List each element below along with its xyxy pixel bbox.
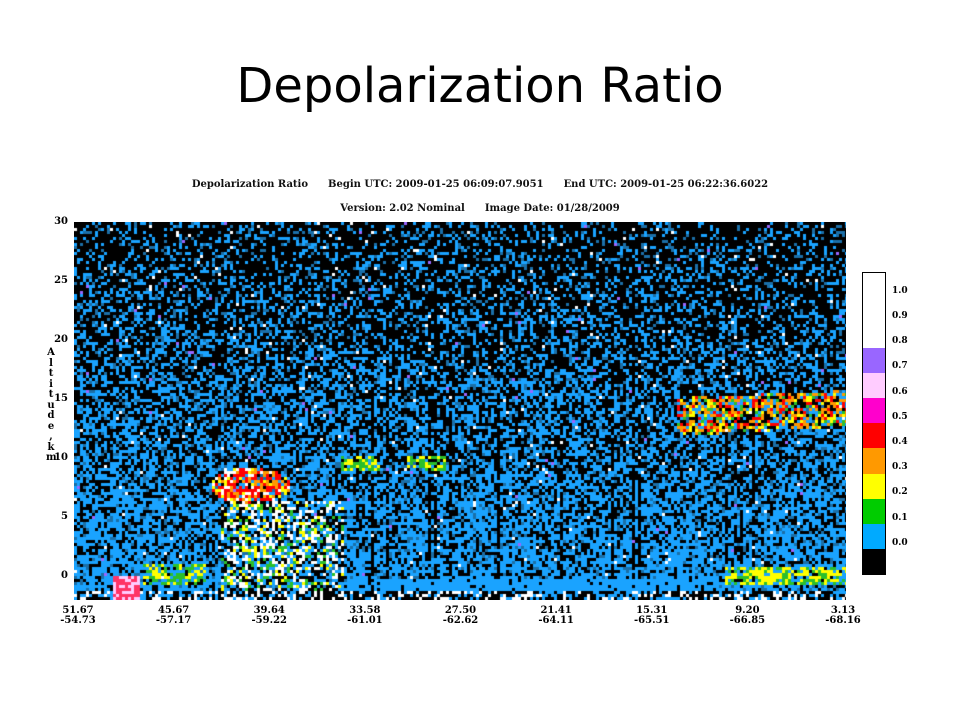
y-tick-label: 25 [54,275,68,287]
x-tick-lon: -62.62 [442,615,479,626]
colorbar-swatch [862,473,886,500]
colorbar-label: 0.3 [892,462,908,473]
y-axis-label-char: i [49,378,53,390]
header-product: Depolarization Ratio [191,179,309,190]
colorbar-swatch [862,372,886,399]
colorbar-label: 0.7 [892,361,908,372]
x-tick-lon: -65.51 [634,615,670,626]
x-tick-lon: -64.11 [538,615,574,626]
colorbar-swatch [862,272,886,298]
x-tick-lon: -57.17 [155,615,192,626]
y-tick-label: 5 [61,511,68,523]
x-tick-label: 9.20 -66.85 [717,606,777,626]
x-tick-lat: 51.67 [62,605,94,616]
x-tick-lon: -66.85 [729,615,766,626]
colorbar-label: 0.6 [892,386,908,397]
x-tick-lon: -61.01 [347,615,383,626]
x-tick-lat: 3.13 [830,605,856,616]
header-begin: Begin UTC: 2009-01-25 06:09:07.9051 [328,179,544,190]
header-image-date: Image Date: 01/28/2009 [484,203,620,214]
x-tick-label: 33.58 -61.01 [335,606,395,626]
colorbar-swatch [862,322,886,349]
header-end: End UTC: 2009-01-25 06:22:36.6022 [563,179,769,190]
y-axis-label-char: , [49,431,53,442]
colorbar-label: 0.5 [892,411,908,422]
colorbar-label: 0.4 [892,437,908,448]
colorbar-swatch [862,347,886,374]
x-tick-lon: -59.22 [251,615,287,626]
colorbar-swatch [862,398,886,424]
x-tick-label: 45.67 -57.17 [144,606,204,626]
colorbar-swatch [862,423,886,449]
x-tick-lat: 9.20 [735,605,760,616]
x-tick-lat: 21.41 [540,605,572,616]
slide-title: Depolarization Ratio [236,58,724,114]
y-axis-label-char: l [49,357,53,369]
x-tick-label: 27.50 -62.62 [431,606,491,626]
y-tick-label: 15 [54,393,68,405]
colorbar-label: 1.0 [892,285,908,296]
colorbar-label: 0.1 [892,512,908,523]
y-axis-label-char: u [47,399,55,411]
y-axis-label-char: A [47,347,55,358]
x-tick-lat: 33.58 [349,605,381,616]
chart-header-line2: Version: 2.02 Nominal Image Date: 01/28/2… [0,203,960,214]
x-tick-label: 15.31 -65.51 [622,606,682,626]
y-axis-label-char: e [47,420,55,432]
chart-header-line1: Depolarization Ratio Begin UTC: 2009-01-2… [0,179,960,190]
y-tick-label: 0 [61,570,68,582]
y-tick-label: 30 [54,216,68,227]
x-tick-lat: 15.31 [636,605,668,616]
y-tick-label: 10 [54,452,68,464]
x-tick-label: 3.13 -68.16 [813,606,873,626]
colorbar-swatch [862,297,886,323]
colorbar-swatch [862,524,886,550]
colorbar-swatch [862,448,886,475]
y-axis-label-char: t [48,368,54,379]
x-tick-label: 51.67 -54.73 [48,606,108,626]
y-axis-label-char: m [46,452,57,463]
x-tick-lon: -54.73 [60,615,96,626]
depolarization-heatmap [74,222,846,600]
header-version: Version: 2.02 Nominal [340,203,465,214]
colorbar-label: 0.8 [892,336,908,347]
x-tick-lon: -68.16 [825,615,861,626]
x-tick-lat: 39.64 [253,605,285,616]
x-tick-lat: 45.67 [157,605,190,616]
colorbar-label: 0.0 [892,537,908,548]
colorbar-swatch [862,549,886,575]
x-tick-label: 21.41 -64.11 [526,606,586,626]
colorbar-label: 0.9 [892,311,908,322]
y-axis-label-char: d [47,410,55,421]
y-axis-label-char: t [48,389,54,400]
y-tick-label: 20 [54,334,68,346]
colorbar-swatch [862,498,886,525]
x-tick-lat: 27.50 [444,605,477,616]
colorbar-label: 0.2 [892,487,908,498]
y-axis-label-char: k [47,441,55,453]
x-tick-label: 39.64 -59.22 [239,606,299,626]
